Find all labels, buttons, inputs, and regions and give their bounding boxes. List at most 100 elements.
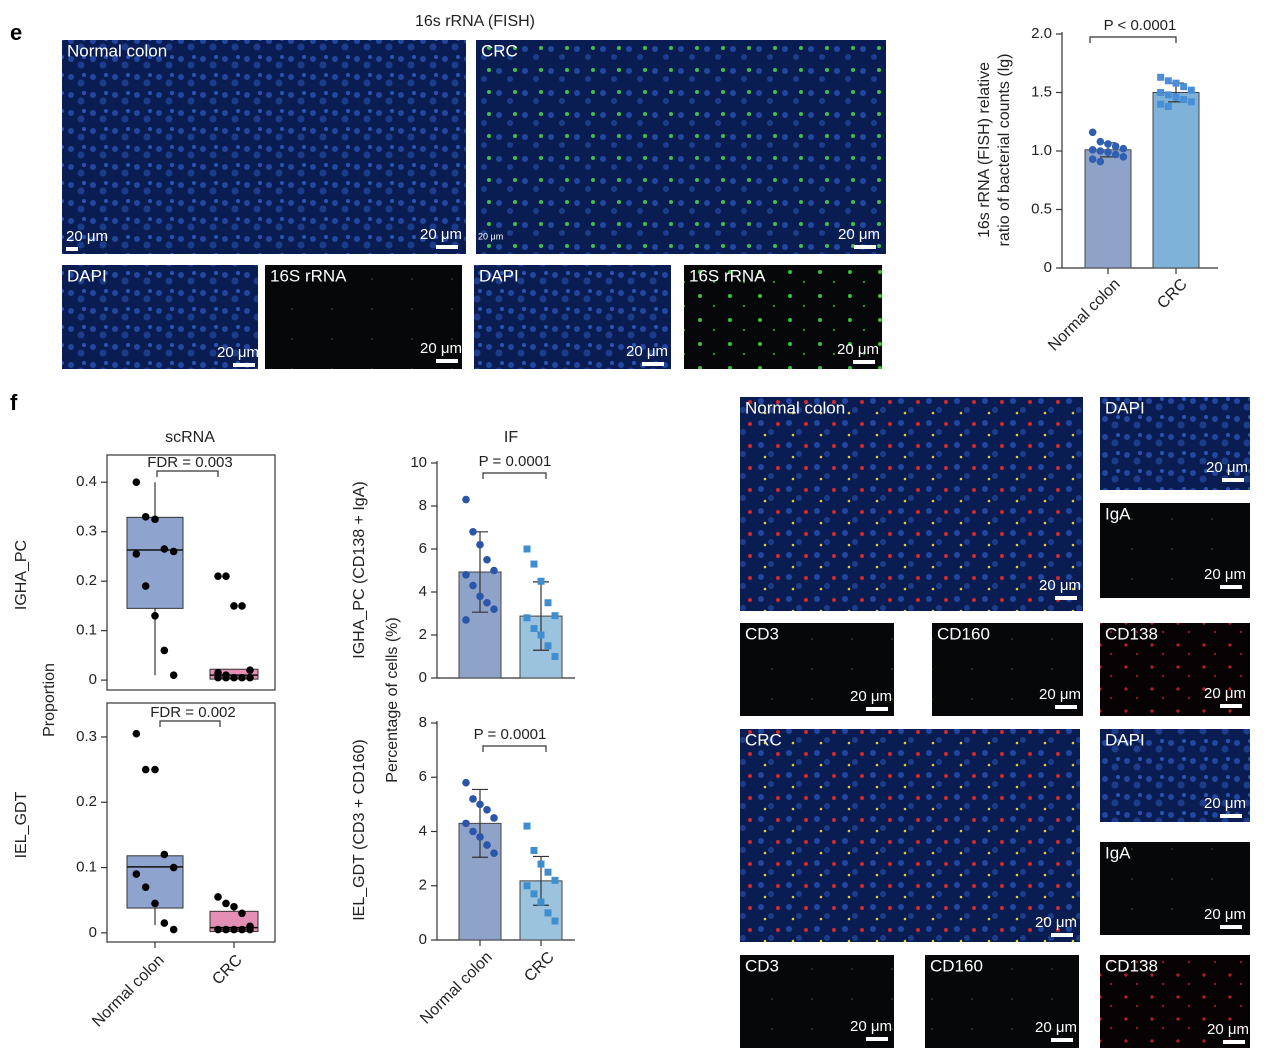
scale-bar xyxy=(866,707,888,711)
data-point xyxy=(476,592,484,601)
row-label: IEL_GDT xyxy=(13,791,30,858)
data-point xyxy=(544,599,552,607)
data-point xyxy=(469,528,477,536)
data-point xyxy=(551,876,559,884)
data-point xyxy=(1111,142,1120,151)
image-label: DAPI xyxy=(1105,398,1145,417)
data-point xyxy=(160,545,169,553)
data-point xyxy=(222,572,230,581)
data-point xyxy=(160,919,169,927)
y-tick-label: 4 xyxy=(419,822,427,839)
scale-bar xyxy=(854,245,876,249)
scale-bar xyxy=(1220,925,1242,929)
data-point xyxy=(476,540,484,549)
row-label: IGHA_PC xyxy=(13,540,30,610)
image-label: CRC xyxy=(745,730,782,749)
data-point xyxy=(483,841,491,849)
micrograph xyxy=(1100,397,1250,490)
data-point xyxy=(151,515,159,524)
data-point xyxy=(214,893,222,901)
data-point xyxy=(1088,155,1097,163)
image-label: DAPI xyxy=(67,266,107,285)
data-point xyxy=(214,572,222,581)
micrograph xyxy=(932,623,1083,716)
y-axis-label: Proportion xyxy=(41,663,58,737)
chart-title: scRNA xyxy=(165,429,215,446)
row-label: IEL_GDT (CD3 + CD160) xyxy=(351,739,368,921)
y-tick-label: 8 xyxy=(419,497,427,514)
data-point xyxy=(490,566,498,575)
scale-bar xyxy=(233,363,255,367)
image-label: 16S rRNA xyxy=(689,266,766,285)
data-point xyxy=(141,513,150,521)
scale-label: 20 μm xyxy=(1204,906,1246,923)
scale-label: 20 μm xyxy=(217,344,259,361)
data-point xyxy=(1096,137,1105,146)
annotation: P = 0.0001 xyxy=(474,726,547,743)
data-point xyxy=(523,614,531,622)
data-point xyxy=(1172,79,1180,87)
scale-label: 20 μm xyxy=(850,1018,892,1035)
micrograph xyxy=(1100,503,1250,598)
y-tick-label: 6 xyxy=(419,540,427,557)
data-point xyxy=(523,882,531,890)
image-label: CD138 xyxy=(1105,624,1158,643)
y-axis-label: 16s rRNA (FISH) relative xyxy=(976,62,993,238)
y-tick-label: 0 xyxy=(419,669,427,686)
micrograph xyxy=(740,623,894,716)
y-tick-label: 1.0 xyxy=(1031,142,1052,159)
y-tick-label: 2.0 xyxy=(1031,25,1052,42)
scale-label: 20 μm xyxy=(1039,686,1081,703)
scale-bar xyxy=(1051,933,1073,937)
data-point xyxy=(1164,103,1172,111)
data-point xyxy=(169,547,178,556)
data-point xyxy=(141,765,150,774)
micrograph xyxy=(476,40,886,254)
scale-bar xyxy=(1220,585,1242,589)
data-point xyxy=(169,925,178,934)
image-label: Normal colon xyxy=(745,398,845,417)
box xyxy=(126,516,184,609)
image-label: Normal colon xyxy=(67,41,167,60)
scale-label: 20 μm xyxy=(838,226,880,243)
data-point xyxy=(1157,73,1165,81)
y-tick-label: 0.3 xyxy=(76,523,97,540)
data-point xyxy=(469,827,477,836)
scale-label: 20 μm xyxy=(478,231,503,241)
x-tick-label: Normal colon xyxy=(89,952,168,1031)
y-tick-label: 0 xyxy=(419,931,427,948)
data-point xyxy=(132,870,141,878)
y-tick-label: 0.2 xyxy=(76,793,97,810)
data-point xyxy=(238,673,246,682)
x-tick-label: CRC xyxy=(209,952,246,989)
y-tick-label: 2 xyxy=(419,877,427,894)
micrograph xyxy=(1100,623,1250,716)
scale-bar xyxy=(1220,814,1242,818)
data-point xyxy=(462,495,470,504)
micrograph xyxy=(740,397,1083,611)
data-point xyxy=(230,925,238,934)
data-point xyxy=(141,883,150,891)
data-point xyxy=(537,898,545,906)
micrograph xyxy=(1100,955,1250,1048)
micrograph xyxy=(740,729,1080,942)
data-point xyxy=(469,581,477,590)
data-point xyxy=(1096,157,1105,166)
data-point xyxy=(1187,86,1195,94)
data-point xyxy=(1164,77,1172,85)
image-label: CD3 xyxy=(745,624,779,643)
data-point xyxy=(537,860,545,868)
micrograph xyxy=(62,265,258,369)
image-label: IgA xyxy=(1105,504,1131,523)
panel-label: f xyxy=(10,390,18,415)
y-axis-label: ratio of bacterial counts (lg) xyxy=(996,54,1013,247)
y-tick-label: 6 xyxy=(419,768,427,785)
plot-frame xyxy=(106,702,276,943)
data-point xyxy=(246,925,254,934)
panel-label: e xyxy=(10,20,22,45)
row-label: IGHA_PC (CD138 + IgA) xyxy=(351,481,368,658)
micrograph xyxy=(265,265,462,369)
bar xyxy=(1084,149,1132,269)
micrograph xyxy=(62,40,466,254)
y-tick-label: 10 xyxy=(410,454,427,471)
